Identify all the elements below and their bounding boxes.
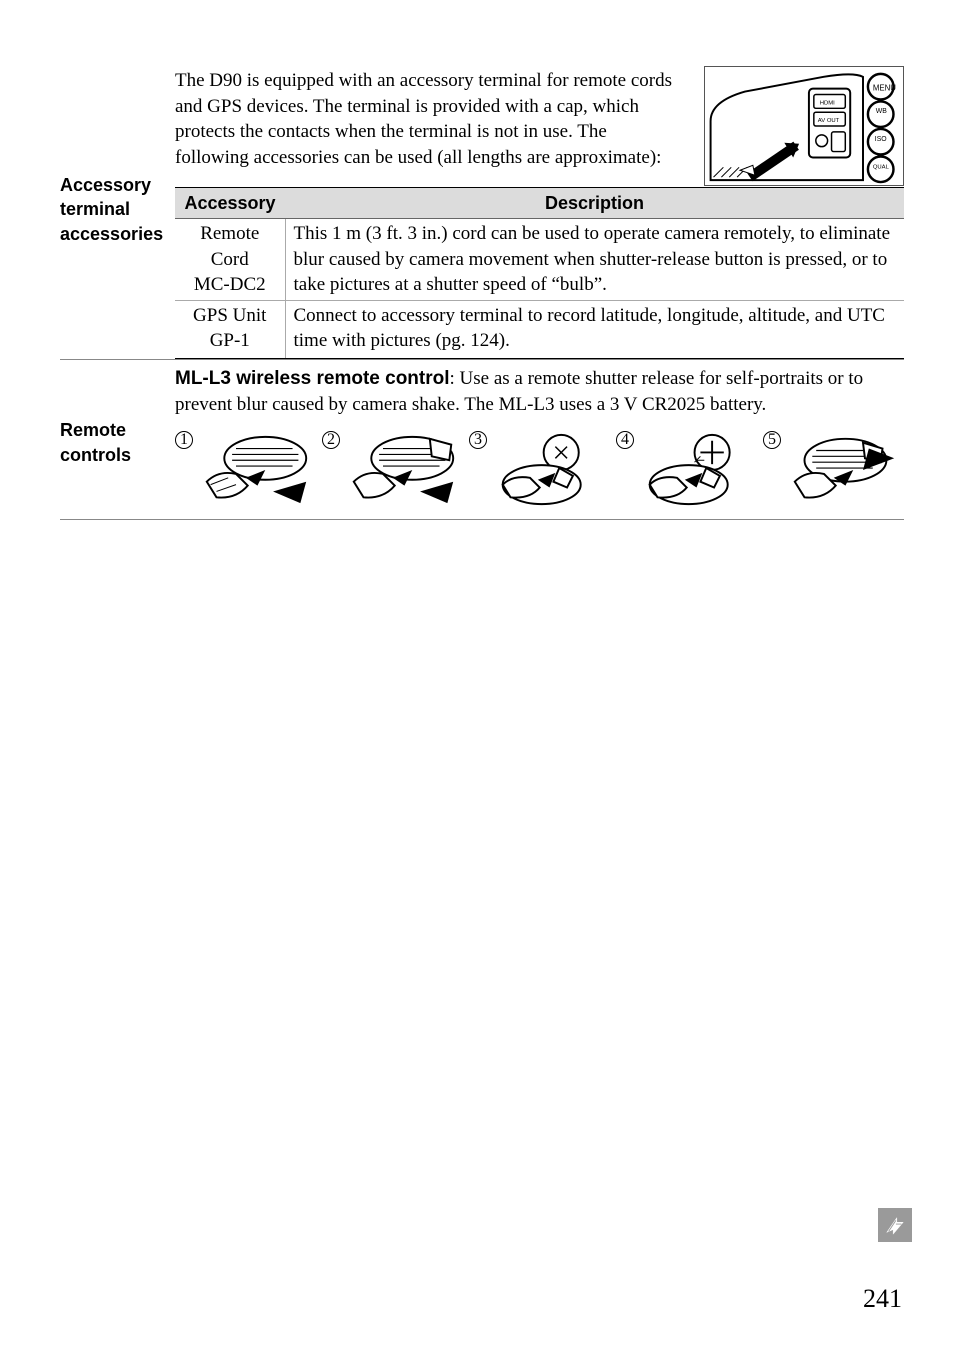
acc-name-line: GPS Unit: [183, 303, 277, 329]
remote-lead-bold: ML-L3 wireless remote control: [175, 368, 450, 389]
table-cell-accessory-name: GPS Unit GP-1: [175, 300, 285, 358]
step-number: 4: [616, 431, 634, 449]
page-number: 241: [863, 1281, 902, 1316]
table-header-description: Description: [285, 187, 904, 218]
step-number: 2: [322, 431, 340, 449]
remote-steps-row: 1: [175, 425, 904, 519]
step-number: 5: [763, 431, 781, 449]
table-header-accessory: Accessory: [175, 187, 285, 218]
intro-paragraph: The D90 is equipped with an accessory te…: [175, 68, 685, 171]
remote-step-illustration: [783, 431, 904, 509]
remote-description: ML-L3 wireless remote control: Use as a …: [175, 366, 904, 425]
section-tab-icon: [878, 1208, 912, 1242]
acc-name-line: Remote: [183, 221, 277, 247]
remote-controls-label: Remote controls: [60, 360, 175, 520]
table-cell-description: This 1 m (3 ft. 3 in.) cord can be used …: [285, 218, 904, 300]
remote-step-illustration: [342, 431, 463, 509]
accessories-table: Accessory Description Remote Cord MC-DC2…: [175, 187, 904, 360]
remote-step-3: 3: [469, 431, 610, 509]
table-cell-description: Connect to accessory terminal to record …: [285, 300, 904, 358]
main-content-table: Accessory terminal accessories The D90 i…: [60, 60, 904, 520]
remote-controls-content: ML-L3 wireless remote control: Use as a …: [175, 360, 904, 520]
svg-text:MENU: MENU: [873, 84, 896, 93]
remote-step-illustration: [489, 431, 610, 509]
remote-step-illustration: [636, 431, 757, 509]
svg-text:QUAL: QUAL: [873, 164, 890, 170]
step-number: 3: [469, 431, 487, 449]
acc-name-line: MC-DC2: [183, 272, 277, 298]
svg-text:HDMI: HDMI: [820, 100, 835, 106]
label-text: accessories: [60, 222, 167, 246]
svg-text:AV OUT: AV OUT: [818, 118, 840, 124]
acc-name-line: Cord: [183, 247, 277, 273]
svg-text:ISO: ISO: [875, 136, 887, 143]
accessory-terminal-content: The D90 is equipped with an accessory te…: [175, 60, 904, 360]
acc-name-line: GP-1: [183, 328, 277, 354]
remote-step-4: 4: [616, 431, 757, 509]
remote-step-5: 5: [763, 431, 904, 509]
label-text: Remote: [60, 418, 167, 442]
svg-text:WB: WB: [876, 108, 887, 115]
remote-step-illustration: [195, 431, 316, 509]
remote-step-2: 2: [322, 431, 463, 509]
table-cell-accessory-name: Remote Cord MC-DC2: [175, 218, 285, 300]
camera-terminal-illustration: HDMI AV OUT: [704, 66, 904, 186]
label-text: terminal: [60, 197, 167, 221]
step-number: 1: [175, 431, 193, 449]
label-text: Accessory: [60, 173, 167, 197]
accessory-terminal-label: Accessory terminal accessories: [60, 60, 175, 360]
remote-step-1: 1: [175, 431, 316, 509]
label-text: controls: [60, 443, 167, 467]
